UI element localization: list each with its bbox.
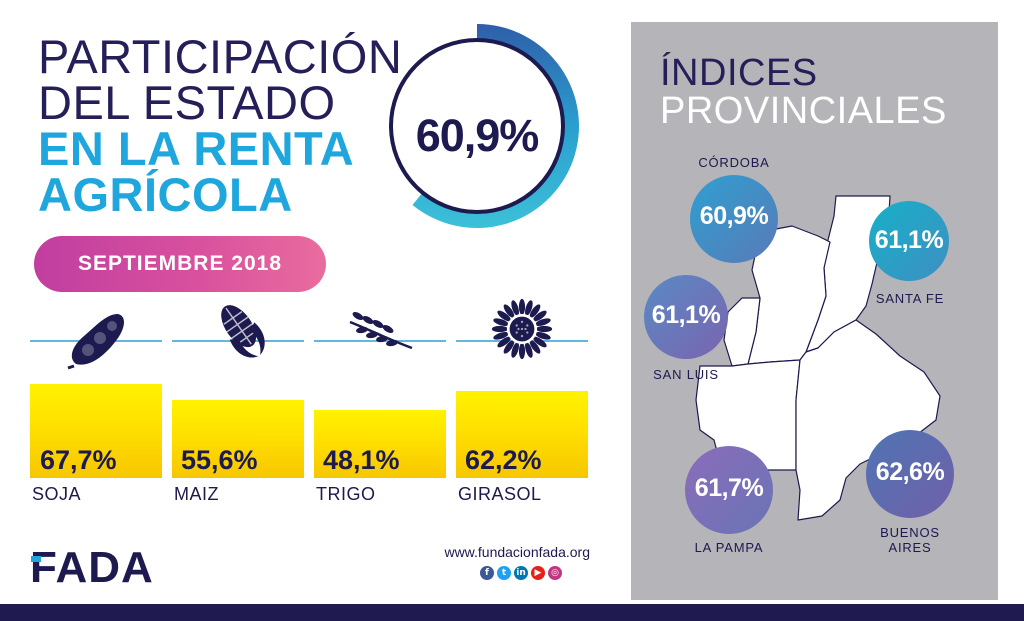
soybean-icon	[67, 314, 124, 370]
crop-value: 48,1%	[323, 445, 400, 475]
title-line-4: AGRÍCOLA	[38, 168, 293, 221]
crop-value: 67,7%	[40, 445, 117, 475]
crop-bar-girasol	[456, 391, 588, 478]
sunflower-petal	[503, 304, 515, 318]
sunflower-petal	[497, 310, 511, 322]
crop-value: 55,6%	[181, 445, 258, 475]
crop-name: SOJA	[32, 484, 82, 504]
sunflower-petal	[525, 300, 533, 316]
crop-bar-maiz	[172, 400, 304, 478]
sunflower-petal	[525, 342, 533, 358]
province-name-buenos-aires-line-2: AIRES	[888, 540, 932, 555]
headline-arc	[412, 24, 579, 229]
sunflower-petal	[529, 340, 541, 354]
headline-ring	[389, 24, 579, 229]
crop-name: GIRASOL	[458, 484, 542, 504]
province-name-santa-fe: SANTA FE	[875, 291, 945, 306]
twitter-icon[interactable]: t	[497, 566, 511, 580]
crop-value: 62,2%	[465, 445, 542, 475]
crop-bar-soja	[30, 384, 162, 478]
wheat-icon	[349, 312, 413, 350]
footer-bar	[0, 604, 1024, 621]
sunflower-petal	[518, 298, 526, 315]
province-circle-cordoba	[690, 175, 778, 263]
fada-logo-text: FADA	[30, 546, 154, 586]
sunflower-petal	[497, 336, 511, 348]
corn-icon	[221, 305, 265, 358]
sunflower-petal	[511, 300, 519, 316]
youtube-icon[interactable]: ▶	[531, 566, 545, 580]
province-circle-santa-fe	[869, 201, 949, 281]
sunflower-petal	[536, 325, 553, 333]
sunflower-petal	[491, 325, 508, 333]
fada-logo[interactable]: FADA	[30, 546, 172, 586]
province-circle-san-luis	[644, 275, 728, 359]
sunflower-petal	[493, 318, 509, 326]
province-value-la-pampa: 61,7%	[694, 474, 764, 502]
panel-title-line-2: PROVINCIALES	[660, 90, 947, 132]
sunflower-petal	[493, 332, 509, 340]
provinces-map	[644, 175, 954, 534]
headline-inner-circle	[389, 38, 565, 214]
province-name-san-luis: SAN LUIS	[653, 367, 719, 382]
province-circle-la-pampa	[685, 446, 773, 534]
province-circle-buenos-aires	[866, 430, 954, 518]
sunflower-icon	[491, 298, 553, 360]
sunflower-petal	[511, 342, 519, 358]
crop-name: TRIGO	[316, 484, 376, 504]
sunflower-petal	[503, 340, 515, 354]
linkedin-icon[interactable]: in	[514, 566, 528, 580]
sunflower-petal	[529, 304, 541, 318]
title-line-3: EN LA RENTA	[38, 122, 355, 175]
crop-bar-trigo	[314, 410, 446, 478]
sunflower-petal	[535, 332, 551, 340]
province-name-buenos-aires: BUENOS AIRES	[870, 525, 950, 555]
sunflower-petal	[518, 343, 526, 360]
province-value-buenos-aires: 62,6%	[875, 458, 945, 486]
facebook-icon[interactable]: f	[480, 566, 494, 580]
sunflower-petal	[533, 310, 547, 322]
title-line-1: PARTICIPACIÓN	[38, 30, 403, 83]
panel-title: ÍNDICES PROVINCIALES	[660, 54, 947, 130]
province-value-san-luis: 61,1%	[651, 301, 721, 329]
province-name-buenos-aires-line-1: BUENOS	[880, 525, 940, 540]
sunflower-petal	[533, 336, 547, 348]
province-name-la-pampa: LA PAMPA	[694, 540, 764, 555]
sunflower-petal	[535, 318, 551, 326]
instagram-icon[interactable]: ◎	[548, 566, 562, 580]
headline-value: 60,9%	[415, 110, 540, 161]
province-name-cordoba: CÓRDOBA	[698, 155, 770, 170]
crop-name: MAIZ	[174, 484, 219, 504]
province-value-cordoba: 60,9%	[699, 202, 769, 230]
social-icons: f t in ▶ ◎	[480, 566, 562, 580]
title-line-2: DEL ESTADO	[38, 76, 336, 129]
province-value-santa-fe: 61,1%	[874, 226, 944, 254]
panel-title-line-1: ÍNDICES	[660, 52, 818, 94]
main-title: PARTICIPACIÓN DEL ESTADO EN LA RENTA AGR…	[38, 30, 408, 221]
website-link[interactable]: www.fundacionfada.org	[444, 544, 590, 560]
date-pill: SEPTIEMBRE 2018	[34, 236, 326, 292]
